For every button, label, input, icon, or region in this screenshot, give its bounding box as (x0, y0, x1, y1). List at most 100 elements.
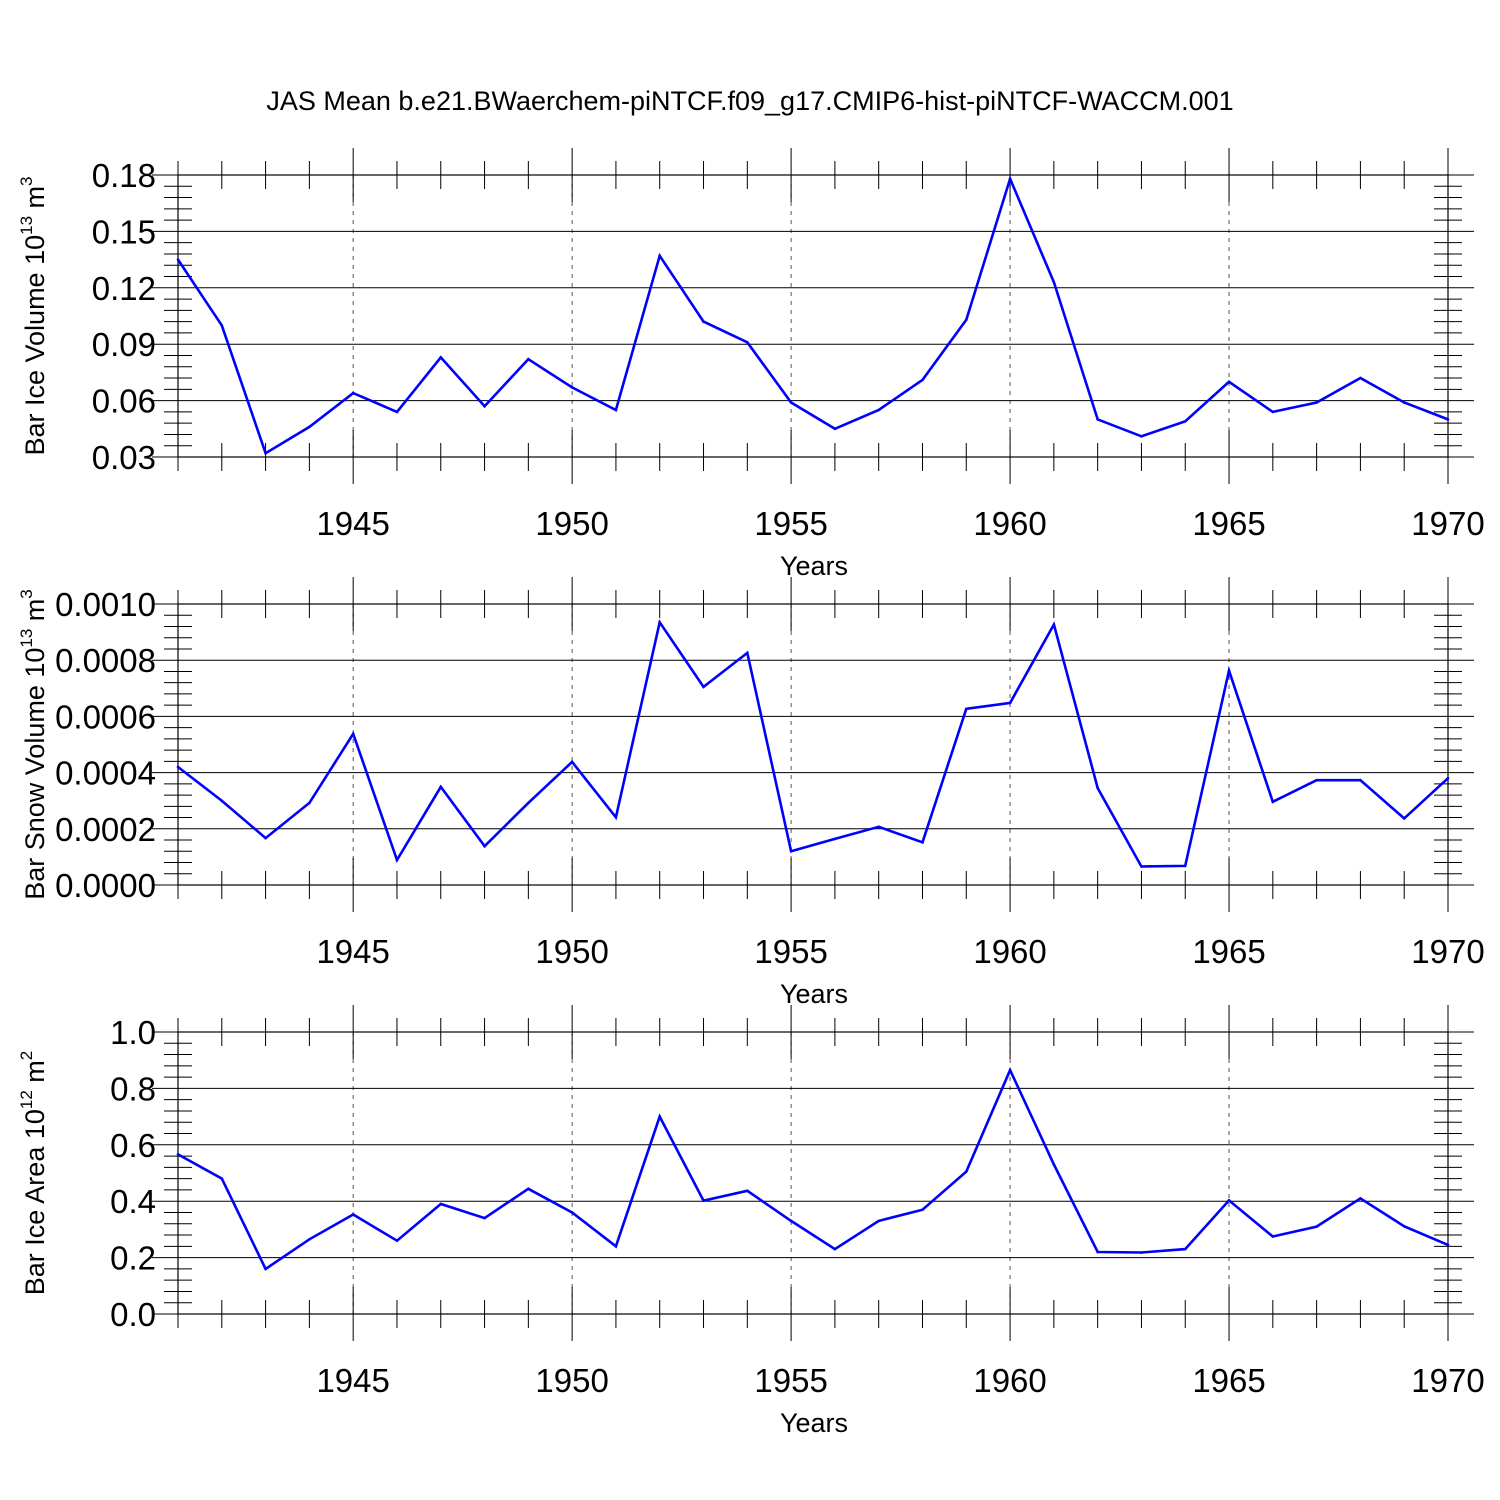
x-tick-label: 1960 (973, 505, 1046, 542)
panel-2: 0.0000 0.0002 0.0004 0.0006 0.0008 0.0010 1945… (17, 577, 1485, 1009)
data-point (395, 1239, 399, 1242)
y-tick-label: 0.0006 (55, 698, 156, 735)
data-point (833, 427, 837, 431)
data-point (746, 651, 749, 655)
data-point (176, 1153, 180, 1156)
data-point (833, 837, 837, 841)
x-tick-label: 1960 (973, 1362, 1046, 1399)
data-point (1227, 1199, 1231, 1202)
chart-title: JAS Mean b.e21.BWaerchem-piNTCF.f09_g17.… (266, 86, 1233, 116)
data-point (1446, 418, 1450, 421)
panel-1: 0.03 0.06 0.09 0.12 0.15 0.18 1945 1950 1955 1960… (17, 148, 1485, 581)
x-tick-label: 1965 (1192, 505, 1265, 542)
y-axis-label: Bar Ice Area 1012 m2 (17, 1051, 50, 1296)
data-point (658, 1115, 662, 1118)
data-point (921, 378, 924, 382)
data-point (614, 408, 618, 412)
data-point (439, 785, 443, 789)
data-point (439, 1202, 443, 1206)
y-tick-label: 0.0000 (55, 867, 156, 904)
data-point (658, 620, 662, 624)
data-point (789, 401, 793, 404)
series-line (177, 619, 1449, 868)
data-point (1315, 778, 1318, 782)
chart-panels: 0.03 0.06 0.09 0.12 0.15 0.18 1945 1950 1955 1960… (17, 148, 1485, 1438)
data-point (746, 1189, 749, 1193)
data-point (1096, 418, 1099, 421)
data-point (614, 1245, 618, 1248)
data-point (483, 404, 486, 408)
data-point (1183, 419, 1187, 423)
data-point (1359, 376, 1362, 380)
x-axis-label: Years (780, 979, 848, 1009)
data-point (1227, 380, 1231, 384)
data-point (1315, 1225, 1318, 1228)
y-axis-label: Bar Ice Volume 1013 m3 (17, 176, 50, 455)
data-point (395, 410, 399, 414)
plot-frame (177, 174, 1449, 458)
data-point (351, 1213, 355, 1216)
data-point (527, 1187, 530, 1191)
data-point (877, 1219, 880, 1223)
data-point (351, 732, 355, 736)
data-point (527, 357, 530, 361)
data-point (570, 760, 574, 764)
y-tick-label: 0.0002 (55, 811, 156, 848)
x-tick-label: 1960 (973, 933, 1046, 970)
data-point (1096, 786, 1099, 790)
data-point (570, 1211, 574, 1214)
x-tick-label: 1965 (1192, 933, 1265, 970)
y-tick-label: 0.0004 (55, 755, 156, 792)
y-tick-label: 0.06 (92, 383, 156, 420)
data-point (964, 1170, 968, 1173)
data-point (1183, 864, 1187, 868)
x-tick-label: 1955 (754, 505, 827, 542)
series-line (177, 1066, 1449, 1271)
data-point (1446, 776, 1450, 780)
data-point (1052, 1163, 1056, 1166)
data-point (964, 318, 968, 322)
data-point (1359, 1197, 1362, 1200)
data-point (1008, 177, 1012, 181)
data-point (1140, 435, 1143, 438)
data-point (877, 408, 880, 412)
data-point (308, 1237, 311, 1241)
y-tick-label: 0.6 (110, 1127, 156, 1164)
plot-frame (177, 1031, 1449, 1315)
data-point (220, 799, 224, 802)
x-tick-label: 1945 (316, 1362, 389, 1399)
data-point (1183, 1247, 1187, 1251)
y-tick-label: 0.4 (110, 1183, 156, 1220)
y-tick-label: 0.03 (92, 439, 156, 476)
y-tick-label: 0.8 (110, 1070, 156, 1107)
data-point (702, 685, 705, 689)
data-point (351, 391, 355, 395)
data-point (176, 765, 180, 769)
data-point (570, 386, 574, 389)
data-point (789, 849, 793, 853)
data-point (1402, 401, 1406, 404)
data-point (439, 356, 443, 359)
data-point (1227, 669, 1231, 672)
data-point (1052, 280, 1056, 284)
data-point (220, 324, 224, 327)
y-tick-label: 0.0 (110, 1296, 156, 1333)
x-tick-label: 1965 (1192, 1362, 1265, 1399)
data-point (220, 1177, 224, 1180)
x-tick-label: 1955 (754, 933, 827, 970)
data-point (1271, 800, 1275, 804)
data-point (1096, 1250, 1099, 1254)
data-point (1402, 817, 1406, 820)
data-point (527, 801, 530, 805)
data-point (264, 1267, 267, 1271)
data-point (702, 1199, 705, 1202)
y-tick-label: 0.12 (92, 270, 156, 307)
plot-frame (177, 603, 1449, 886)
x-tick-label: 1955 (754, 1362, 827, 1399)
data-point (1271, 1235, 1275, 1238)
y-tick-label: 0.0010 (55, 586, 156, 623)
data-point (1359, 778, 1362, 782)
data-point (308, 801, 311, 805)
data-point (746, 341, 749, 344)
